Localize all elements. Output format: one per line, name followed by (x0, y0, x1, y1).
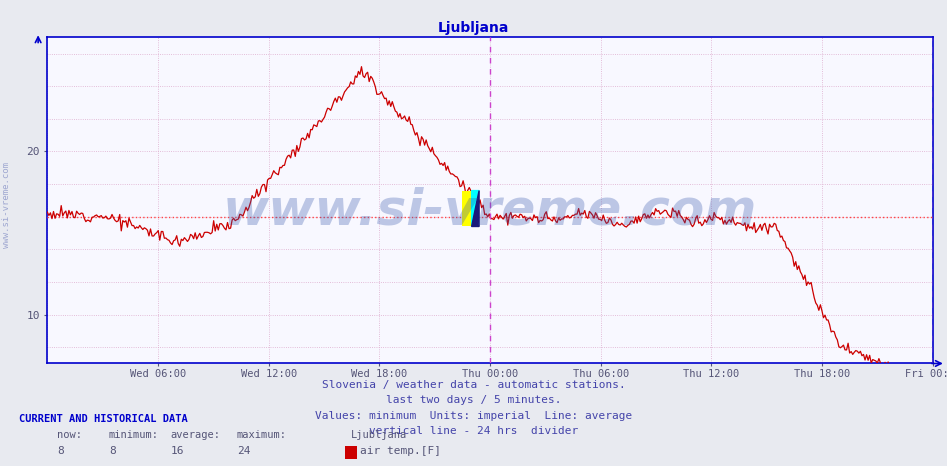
Polygon shape (472, 191, 479, 226)
Text: CURRENT AND HISTORICAL DATA: CURRENT AND HISTORICAL DATA (19, 414, 188, 424)
Text: 16: 16 (170, 446, 184, 456)
Text: air temp.[F]: air temp.[F] (360, 446, 441, 456)
Text: 24: 24 (237, 446, 250, 456)
Text: minimum:: minimum: (109, 431, 159, 440)
Text: now:: now: (57, 431, 81, 440)
Text: Ljubljana: Ljubljana (350, 431, 406, 440)
Text: average:: average: (170, 431, 221, 440)
Bar (462, 191, 472, 226)
Text: Values: minimum  Units: imperial  Line: average: Values: minimum Units: imperial Line: av… (314, 411, 633, 420)
Text: 8: 8 (57, 446, 63, 456)
Text: Slovenia / weather data - automatic stations.: Slovenia / weather data - automatic stat… (322, 380, 625, 390)
Text: last two days / 5 minutes.: last two days / 5 minutes. (385, 395, 562, 405)
Text: maximum:: maximum: (237, 431, 287, 440)
Text: 8: 8 (109, 446, 116, 456)
Polygon shape (472, 191, 479, 226)
Text: vertical line - 24 hrs  divider: vertical line - 24 hrs divider (369, 426, 578, 436)
Text: www.si-vreme.com: www.si-vreme.com (223, 186, 758, 234)
Text: www.si-vreme.com: www.si-vreme.com (2, 162, 11, 248)
Text: Ljubljana: Ljubljana (438, 21, 509, 35)
